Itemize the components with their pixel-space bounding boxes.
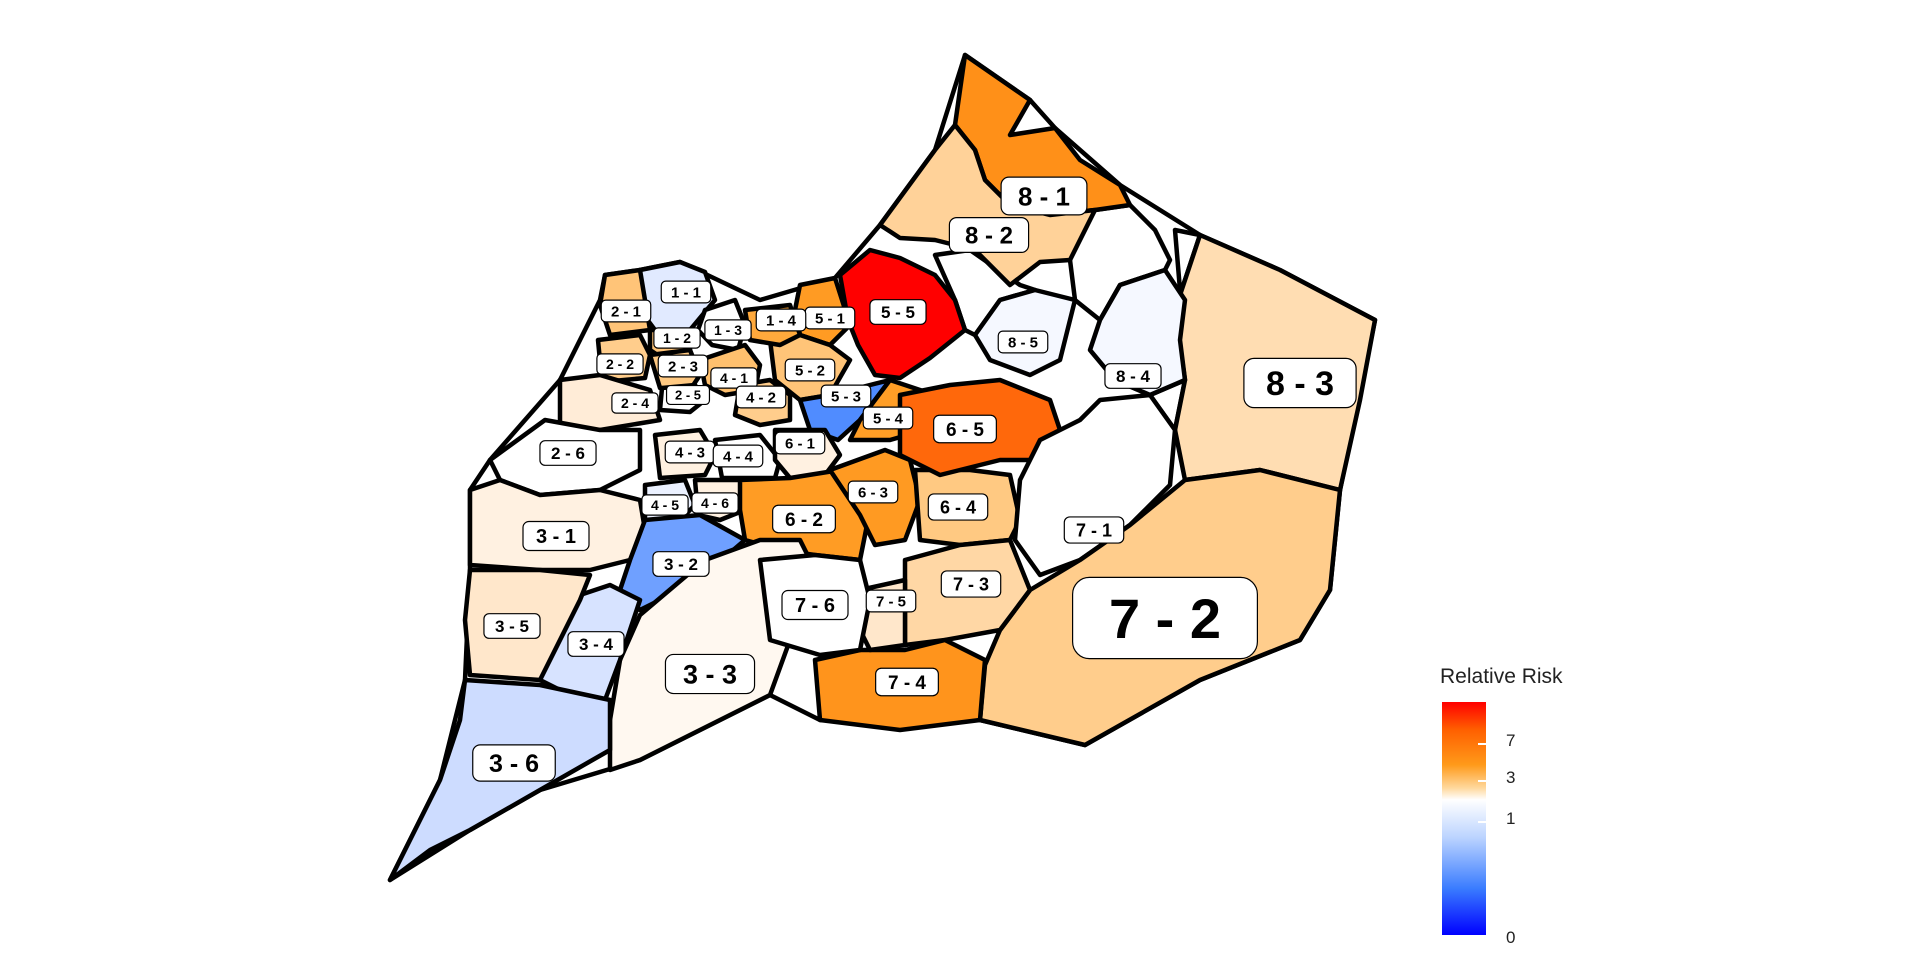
region-label-box xyxy=(1104,363,1162,389)
region-label-box xyxy=(927,493,989,521)
region-label-box xyxy=(1063,516,1125,544)
region-label: 5 - 3 xyxy=(831,388,861,405)
region-label: 1 - 4 xyxy=(766,312,797,329)
region-label-box xyxy=(933,414,997,444)
region-label-box xyxy=(847,480,899,504)
region-label: 3 - 6 xyxy=(489,750,539,778)
region-label: 5 - 5 xyxy=(881,303,915,322)
region-label-box xyxy=(539,440,597,466)
region-label-box xyxy=(781,589,849,621)
region-label-box xyxy=(997,330,1049,354)
legend: Relative Risk 7 3 1 0 xyxy=(1440,665,1640,955)
region-label-box xyxy=(712,444,764,468)
region-label-box xyxy=(691,492,739,514)
region-label-box xyxy=(483,613,541,639)
region-label: 8 - 5 xyxy=(1008,334,1038,351)
region-label: 3 - 5 xyxy=(495,617,529,636)
region-label-box xyxy=(600,299,652,323)
region-label: 6 - 3 xyxy=(858,484,888,501)
region-label: 5 - 2 xyxy=(795,362,825,379)
region-label: 4 - 4 xyxy=(723,448,754,465)
region-label-box xyxy=(710,367,758,389)
legend-tick-0: 0 xyxy=(1506,928,1516,947)
legend-title: Relative Risk xyxy=(1440,665,1563,688)
region-label-box xyxy=(862,406,914,430)
region-label: 7 - 1 xyxy=(1076,520,1112,540)
region-label-box xyxy=(755,308,807,332)
region-label-box xyxy=(784,358,836,382)
region-label: 8 - 3 xyxy=(1266,365,1334,403)
region-label-box xyxy=(652,551,710,577)
region-label: 7 - 4 xyxy=(888,673,926,694)
legend-tick-1: 1 xyxy=(1506,809,1516,828)
region-label-box xyxy=(660,280,712,304)
region-label-box xyxy=(641,494,689,516)
region-label: 3 - 4 xyxy=(579,635,614,654)
region-label: 6 - 4 xyxy=(940,497,976,517)
region-label: 3 - 2 xyxy=(664,555,698,574)
legend-color-bar xyxy=(1442,702,1486,935)
region-label: 2 - 1 xyxy=(611,303,641,320)
region-label: 7 - 3 xyxy=(953,574,989,594)
region-label: 2 - 3 xyxy=(668,358,698,375)
region-label-box xyxy=(596,353,644,375)
region-label: 1 - 2 xyxy=(663,330,691,346)
region-label-box xyxy=(567,631,625,657)
region-label-box xyxy=(875,667,939,697)
legend-tick-7: 7 xyxy=(1506,731,1516,750)
region-label-box xyxy=(948,217,1030,254)
region-label-box xyxy=(657,354,709,378)
region-label: 2 - 5 xyxy=(675,388,701,403)
region-label-box xyxy=(1000,176,1088,216)
region-label: 7 - 5 xyxy=(876,593,906,610)
region-label-box xyxy=(772,504,836,534)
region-label: 3 - 1 xyxy=(536,526,576,548)
region-label-box xyxy=(653,327,701,349)
region-label-box xyxy=(665,384,711,406)
region-label: 4 - 1 xyxy=(720,370,748,386)
region-label-box xyxy=(820,384,872,408)
region-label: 1 - 1 xyxy=(671,284,701,301)
region-label-box xyxy=(472,744,556,782)
region-label: 5 - 4 xyxy=(873,410,904,427)
region-label: 2 - 4 xyxy=(621,395,649,411)
region-7-1 xyxy=(1012,392,1178,578)
region-label: 2 - 6 xyxy=(551,444,585,463)
region-label: 4 - 3 xyxy=(675,444,705,461)
region-label-box xyxy=(869,299,927,325)
region-label: 4 - 2 xyxy=(746,389,776,406)
legend-tick-3: 3 xyxy=(1506,768,1516,787)
region-label-box xyxy=(522,520,590,552)
region-label-box xyxy=(735,385,787,409)
region-label: 8 - 4 xyxy=(1116,367,1151,386)
region-label: 1 - 3 xyxy=(714,322,742,338)
region-label: 7 - 6 xyxy=(795,595,835,617)
region-label: 8 - 1 xyxy=(1018,181,1070,211)
region-label: 6 - 2 xyxy=(785,510,823,531)
region-label-box xyxy=(1071,576,1258,660)
region-label-box xyxy=(1243,357,1357,409)
region-label: 4 - 6 xyxy=(701,495,729,511)
region-label: 4 - 5 xyxy=(651,497,679,513)
region-label: 5 - 1 xyxy=(815,310,845,327)
region-label: 6 - 5 xyxy=(946,420,984,441)
region-label: 6 - 1 xyxy=(785,435,815,452)
region-label: 2 - 2 xyxy=(606,356,634,372)
region-label-box xyxy=(940,570,1002,598)
region-label: 3 - 3 xyxy=(683,660,737,690)
region-label-box xyxy=(865,589,917,613)
region-label-box xyxy=(611,392,659,414)
region-label: 7 - 2 xyxy=(1109,587,1221,650)
region-label-box xyxy=(664,653,756,695)
region-label: 8 - 2 xyxy=(965,223,1013,250)
region-8-2 xyxy=(877,122,1098,288)
region-label-box xyxy=(704,319,752,341)
region-label-box xyxy=(774,431,826,455)
